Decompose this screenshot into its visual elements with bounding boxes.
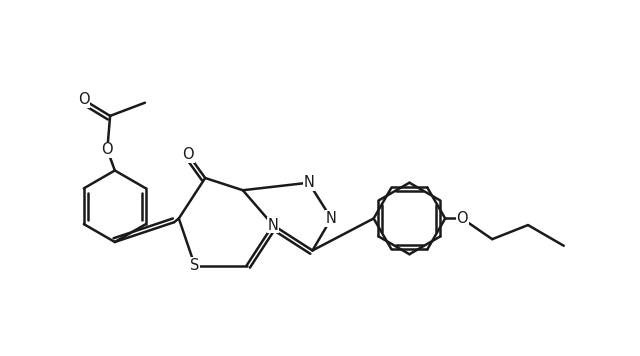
Text: N: N: [268, 218, 278, 232]
Text: O: O: [182, 147, 194, 162]
Text: O: O: [102, 142, 113, 157]
Text: O: O: [78, 93, 90, 108]
Text: N: N: [326, 211, 337, 226]
Text: N: N: [303, 175, 314, 190]
Text: O: O: [456, 211, 468, 226]
Text: S: S: [190, 258, 200, 273]
